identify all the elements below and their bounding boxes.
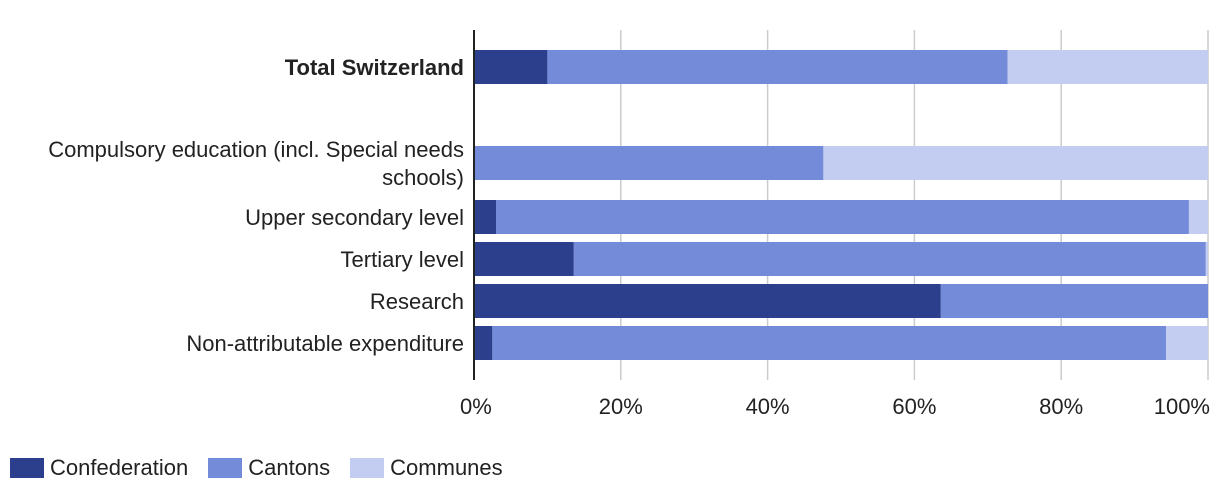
x-tick-label-0: 0%: [460, 394, 492, 419]
legend-swatch-confederation: [10, 458, 44, 478]
legend-swatch-cantons: [208, 458, 243, 478]
x-tick-label-100: 100%: [1154, 394, 1210, 419]
category-label-non-attributable-expenditure: Non-attributable expenditure: [186, 331, 464, 356]
x-tick-labels: 0% 20% 40% 60% 80% 100%: [460, 394, 1210, 419]
bar-cantons-total-switzerland: [547, 50, 1008, 84]
legend-label-confederation: Confederation: [50, 455, 189, 480]
bar-cantons-upper-secondary-level: [496, 200, 1189, 234]
category-labels: Total Switzerland Compulsory education (i…: [48, 55, 464, 356]
bar-cantons-compulsory-education-incl-special-needs-schools: [474, 146, 824, 180]
legend-label-cantons: Cantons: [248, 455, 331, 480]
legend-item-communes: Communes: [350, 455, 503, 481]
bars: [474, 50, 1208, 360]
category-label-research: Research: [370, 289, 464, 314]
bar-confederation-tertiary-level: [474, 242, 574, 276]
legend-label-communes: Communes: [390, 455, 503, 480]
bar-communes-tertiary-level: [1205, 242, 1208, 276]
bar-cantons-non-attributable-expenditure: [492, 326, 1167, 360]
x-tick-label-60: 60%: [892, 394, 936, 419]
bar-confederation-research: [474, 284, 941, 318]
bar-communes-compulsory-education-incl-special-needs-schools: [823, 146, 1208, 180]
bar-confederation-upper-secondary-level: [474, 200, 497, 234]
category-label-total-switzerland: Total Switzerland: [285, 55, 464, 80]
legend-item-confederation: Confederation: [10, 455, 188, 481]
legend: Confederation Cantons Communes: [10, 454, 503, 482]
bar-cantons-tertiary-level: [573, 242, 1206, 276]
x-tick-label-80: 80%: [1039, 394, 1083, 419]
legend-item-cantons: Cantons: [208, 455, 330, 481]
category-label-tertiary-level: Tertiary level: [341, 247, 464, 272]
bar-confederation-non-attributable-expenditure: [474, 326, 493, 360]
x-tick-label-40: 40%: [746, 394, 790, 419]
bar-communes-total-switzerland: [1007, 50, 1208, 84]
bar-confederation-total-switzerland: [474, 50, 548, 84]
category-label-compulsory-education-incl-special-needs-schools: Compulsory education (incl. Special need…: [48, 137, 464, 190]
bar-communes-upper-secondary-level: [1188, 200, 1208, 234]
bar-cantons-research: [940, 284, 1208, 318]
stacked-bar-chart: Total Switzerland Compulsory education (i…: [48, 30, 1210, 419]
x-tick-label-20: 20%: [599, 394, 643, 419]
category-label-upper-secondary-level: Upper secondary level: [245, 205, 464, 230]
legend-swatch-communes: [350, 458, 385, 478]
bar-communes-non-attributable-expenditure: [1166, 326, 1208, 360]
